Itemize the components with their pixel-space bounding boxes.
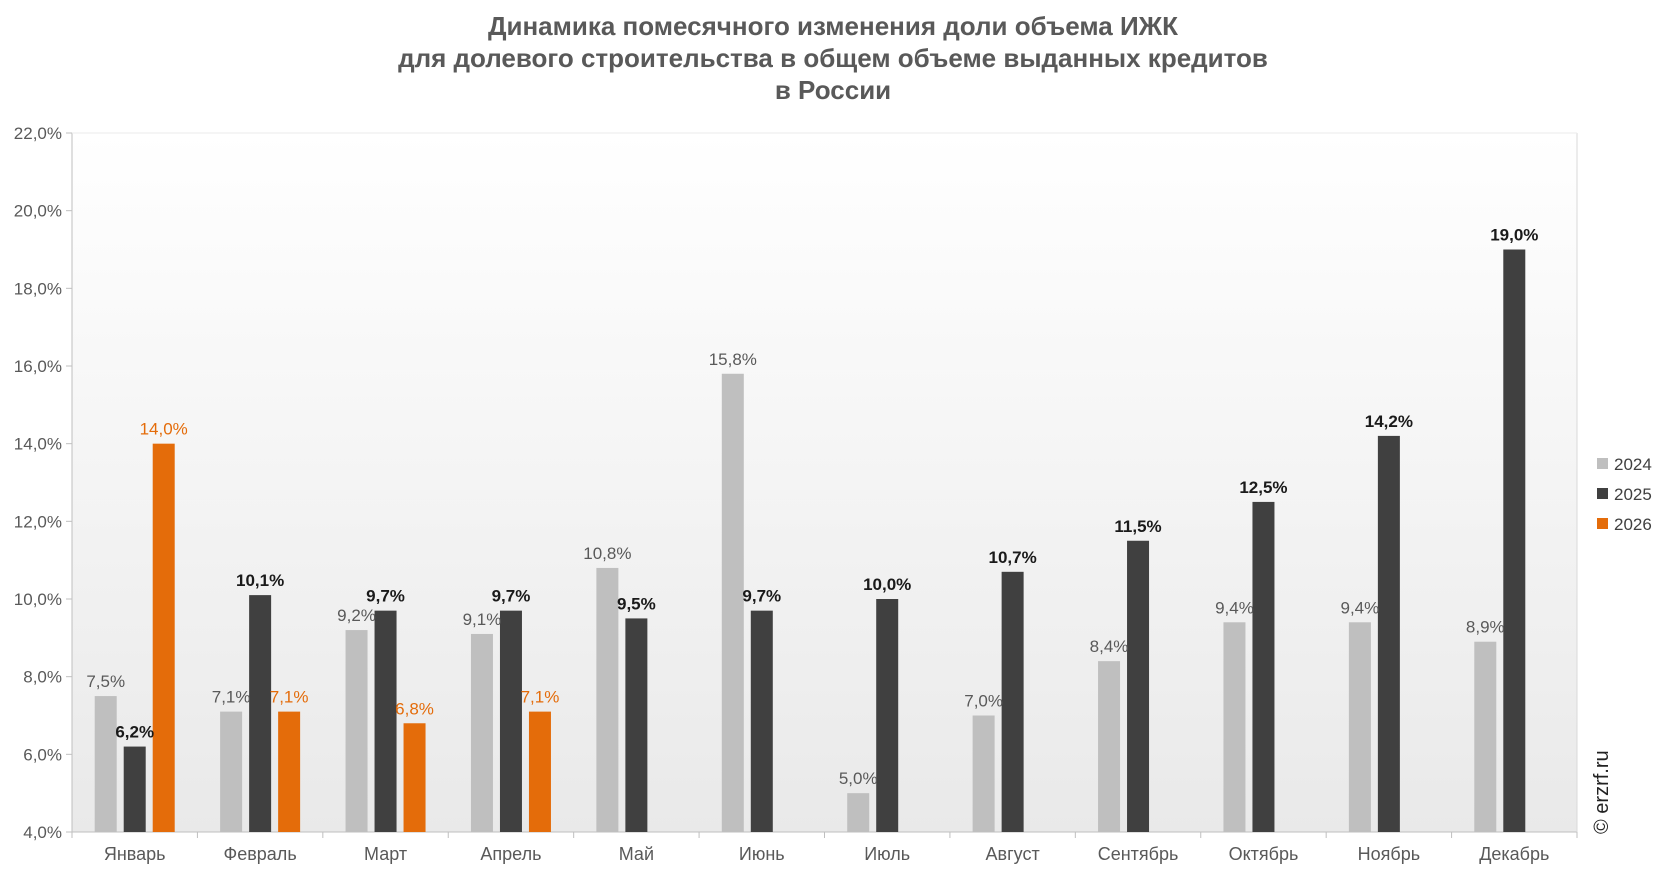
bar-2025-3 bbox=[374, 610, 397, 832]
bar-2024-5 bbox=[596, 567, 619, 832]
data-label: 7,0% bbox=[964, 692, 1003, 711]
data-label: 12,5% bbox=[1239, 478, 1287, 497]
legend-label: 2024 bbox=[1614, 455, 1652, 474]
legend-swatch bbox=[1597, 488, 1608, 499]
bar-2024-6 bbox=[721, 373, 744, 832]
data-label: 9,7% bbox=[492, 587, 531, 606]
bar-2024-11 bbox=[1348, 622, 1371, 832]
bar-2024-3 bbox=[345, 630, 368, 832]
legend-label: 2025 bbox=[1614, 485, 1652, 504]
y-tick-label: 20,0% bbox=[14, 202, 62, 221]
x-tick-label: Ноябрь bbox=[1358, 844, 1420, 864]
x-tick-label: Январь bbox=[104, 844, 166, 864]
bar-2025-9 bbox=[1127, 540, 1150, 832]
x-tick-label: Июнь bbox=[739, 844, 785, 864]
bar-2024-9 bbox=[1098, 661, 1121, 832]
data-label: 15,8% bbox=[709, 350, 757, 369]
data-label: 9,7% bbox=[366, 587, 405, 606]
data-label: 7,1% bbox=[521, 688, 560, 707]
plot-area bbox=[72, 133, 1577, 832]
x-tick-label: Июль bbox=[864, 844, 910, 864]
data-label: 11,5% bbox=[1114, 517, 1161, 536]
bar-2025-7 bbox=[876, 599, 899, 832]
x-tick-label: Сентябрь bbox=[1098, 844, 1179, 864]
legend-swatch bbox=[1597, 518, 1608, 529]
legend-label: 2026 bbox=[1614, 515, 1652, 534]
bar-2024-10 bbox=[1223, 622, 1246, 832]
legend-swatch bbox=[1597, 458, 1608, 469]
watermark-text: © erzrf.ru bbox=[1591, 750, 1613, 834]
data-label: 9,5% bbox=[617, 594, 656, 613]
bar-2024-8 bbox=[972, 715, 995, 832]
bar-2025-6 bbox=[750, 610, 773, 832]
legend: 2024 2025 2026 bbox=[1597, 455, 1652, 534]
y-tick-label: 14,0% bbox=[14, 435, 62, 454]
bar-2024-1 bbox=[94, 696, 117, 832]
x-tick-label: Май bbox=[619, 844, 654, 864]
x-tick-label: Декабрь bbox=[1479, 844, 1549, 864]
y-tick-label: 18,0% bbox=[14, 279, 62, 298]
data-label: 14,0% bbox=[140, 420, 188, 439]
data-label: 6,2% bbox=[115, 723, 154, 742]
bar-2024-7 bbox=[847, 793, 870, 832]
data-label: 10,8% bbox=[583, 544, 631, 563]
data-label: 6,8% bbox=[395, 699, 434, 718]
chart-title-line: в России bbox=[775, 75, 891, 105]
bar-2025-5 bbox=[625, 618, 648, 832]
chart-title-line: Динамика помесячного изменения доли объе… bbox=[488, 11, 1178, 41]
bar-2024-12 bbox=[1474, 641, 1497, 832]
data-label: 19,0% bbox=[1490, 226, 1538, 245]
data-label: 8,9% bbox=[1466, 618, 1505, 637]
bar-2025-2 bbox=[249, 595, 272, 832]
x-tick-label: Апрель bbox=[480, 844, 541, 864]
bar-2024-4 bbox=[470, 633, 493, 832]
bar-2026-3 bbox=[403, 723, 426, 832]
x-tick-label: Август bbox=[986, 844, 1040, 864]
y-tick-label: 10,0% bbox=[14, 590, 62, 609]
data-label: 9,4% bbox=[1215, 598, 1254, 617]
y-tick-label: 4,0% bbox=[23, 823, 62, 842]
x-tick-label: Март bbox=[364, 844, 407, 864]
data-label: 10,7% bbox=[989, 548, 1037, 567]
data-label: 7,1% bbox=[270, 688, 309, 707]
data-label: 7,5% bbox=[86, 672, 125, 691]
chart-title-line: для долевого строительства в общем объем… bbox=[398, 43, 1268, 73]
bar-2026-2 bbox=[278, 711, 301, 832]
y-tick-label: 16,0% bbox=[14, 357, 62, 376]
y-tick-label: 6,0% bbox=[23, 745, 62, 764]
bar-2025-11 bbox=[1377, 435, 1400, 832]
data-label: 9,1% bbox=[463, 610, 502, 629]
data-label: 9,2% bbox=[337, 606, 376, 625]
data-label: 8,4% bbox=[1090, 637, 1129, 656]
data-labels: 7,5%6,2%14,0%7,1%10,1%7,1%9,2%9,7%6,8%9,… bbox=[86, 226, 1538, 789]
axes: 4,0% 6,0% 8,0% 10,0% 12,0% 14,0% 16,0% 18,0% 20,… bbox=[14, 124, 1578, 864]
bar-2026-4 bbox=[528, 711, 551, 832]
x-tick-label: Февраль bbox=[224, 844, 297, 864]
data-label: 7,1% bbox=[212, 688, 251, 707]
data-label: 9,4% bbox=[1341, 598, 1380, 617]
y-tick-label: 22,0% bbox=[14, 124, 62, 143]
bar-2025-10 bbox=[1252, 501, 1275, 832]
bar-2025-4 bbox=[499, 610, 522, 832]
chart-title: Динамика помесячного изменения доли объе… bbox=[398, 11, 1268, 105]
data-label: 14,2% bbox=[1365, 412, 1413, 431]
data-label: 10,0% bbox=[863, 575, 911, 594]
bars bbox=[94, 249, 1526, 832]
data-label: 9,7% bbox=[742, 587, 781, 606]
x-tick-label: Октябрь bbox=[1229, 844, 1299, 864]
data-label: 5,0% bbox=[839, 769, 878, 788]
bar-2024-2 bbox=[220, 711, 243, 832]
data-label: 10,1% bbox=[236, 571, 284, 590]
bar-2025-12 bbox=[1503, 249, 1526, 832]
bar-2025-1 bbox=[123, 746, 146, 832]
y-tick-label: 8,0% bbox=[23, 668, 62, 687]
y-tick-label: 12,0% bbox=[14, 512, 62, 531]
bar-2026-1 bbox=[152, 443, 175, 832]
bar-2025-8 bbox=[1001, 571, 1024, 832]
